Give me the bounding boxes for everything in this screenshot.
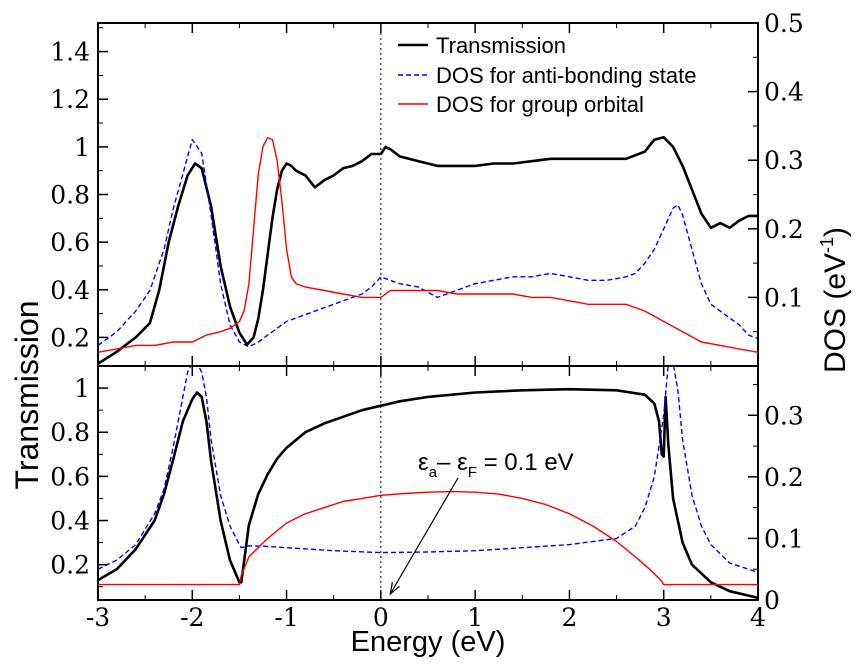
x-tick-label-7: 4 [750,603,766,632]
series-top-antibonding [98,138,758,348]
x-tick-label-6: 3 [656,603,672,632]
x-axis-label: Energy (eV) [351,626,506,658]
y-right-tick-label-top-1: 0.2 [764,215,804,244]
y-right-tick-label-top-4: 0.5 [764,9,804,38]
series-bottom-group [98,490,758,586]
x-tick-label-5: 2 [561,603,577,632]
series-top-group [98,136,758,353]
y-left-tick-label-bottom-0: 0.2 [50,551,90,580]
y-axis-label-left: Transmission [9,300,45,489]
y-left-tick-label-top-6: 1.4 [50,38,90,67]
y-right-tick-label-top-2: 0.3 [764,146,804,175]
energy-offset-annotation: εa– εF = 0.1 eV [389,449,574,596]
annotation-arrowhead [389,582,400,596]
legend-label-transmission: Transmission [436,33,566,58]
top-panel-curves [98,136,758,365]
y-left-tick-label-bottom-4: 1 [74,374,90,403]
legend: Transmission DOS for anti-bonding state … [398,33,696,117]
y-left-tick-label-top-1: 0.4 [50,276,90,305]
bottom-panel-curves [98,366,758,600]
y-left-tick-label-top-0: 0.2 [50,323,90,352]
annotation-text: εa– εF = 0.1 eV [418,449,574,481]
x-tick-label-0: -3 [86,603,110,632]
y-left-tick-label-top-3: 0.8 [50,181,90,210]
legend-label-antibonding: DOS for anti-bonding state [436,63,696,88]
legend-label-group-orbital: DOS for group orbital [436,92,644,117]
y-axis-label-right: DOS (eV-1) [817,227,852,373]
y-right-tick-label-bottom-3: 0.3 [764,401,804,430]
y-left-tick-label-top-2: 0.6 [50,228,90,257]
y-left-tick-label-top-5: 1.2 [50,85,90,114]
y-left-tick-label-top-4: 1 [74,133,90,162]
series-top-transmission [98,136,758,365]
y-right-tick-label-top-0: 0.1 [764,283,804,312]
annotation-arrow [389,477,459,595]
series-bottom-transmission [98,387,758,600]
axis-tick-labels: 0.2 0.4 0.6 0.8 1 1.2 1.4 0.1 0.2 0.3 0.4 0.5 0.2 0.4… [50,9,804,632]
y-right-tick-label-bottom-1: 0.1 [764,524,804,553]
x-tick-label-3: 0 [373,603,389,632]
y-left-tick-label-bottom-3: 0.8 [50,418,90,447]
y-left-tick-label-bottom-2: 0.6 [50,462,90,491]
y-right-tick-label-bottom-0: 0 [764,586,780,615]
y-right-tick-label-bottom-2: 0.2 [764,463,804,492]
series-bottom-antibonding [98,366,758,573]
x-tick-label-2: -1 [274,603,298,632]
x-tick-label-4: 1 [467,603,483,632]
axis-ticks [97,22,759,601]
y-right-tick-label-top-3: 0.4 [764,78,804,107]
x-tick-label-1: -2 [180,603,204,632]
y-left-tick-label-bottom-1: 0.4 [50,507,90,536]
bottom-panel-frame [97,365,759,601]
